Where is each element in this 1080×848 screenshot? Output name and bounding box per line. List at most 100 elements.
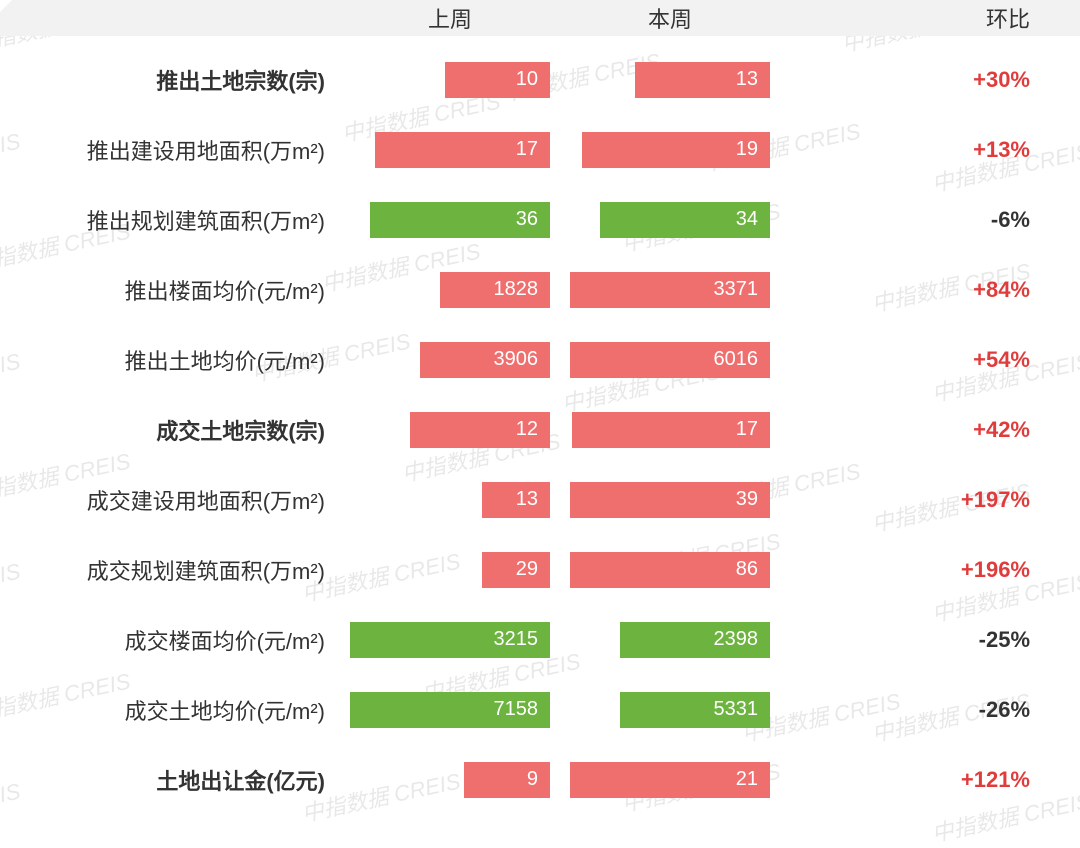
bar-cell-prev: 12	[350, 412, 550, 448]
metric-label: 推出楼面均价(元/m²)	[0, 274, 350, 306]
bar-value-prev: 29	[516, 558, 538, 581]
table-row: 推出规划建筑面积(万m²)3634-6%	[0, 176, 1080, 246]
bar-prev: 3906	[420, 342, 550, 378]
bar-curr: 34	[600, 202, 770, 238]
bar-curr: 19	[582, 132, 770, 168]
metric-label: 成交建设用地面积(万m²)	[0, 484, 350, 516]
bar-curr: 13	[635, 62, 770, 98]
bar-cell-prev: 7158	[350, 692, 550, 728]
table-row: 推出楼面均价(元/m²) 1828 3371 +84%	[0, 246, 1080, 316]
metric-label: 成交楼面均价(元/m²)	[0, 624, 350, 656]
bar-value-prev: 3215	[494, 628, 539, 651]
bar-value-prev: 3906	[494, 348, 539, 371]
bar-cell-curr: 6016	[570, 342, 770, 378]
bar-prev: 12	[410, 412, 550, 448]
bar-prev: 7158	[350, 692, 550, 728]
bar-value-curr: 5331	[714, 698, 759, 721]
change-value: -26%	[770, 697, 1080, 723]
bar-prev: 10	[445, 62, 550, 98]
bar-curr: 86	[570, 552, 770, 588]
table-header: 上周 本周 环比	[0, 0, 1080, 36]
bar-cell-prev: 3215	[350, 622, 550, 658]
table-row: 推出土地均价(元/m²) 3906 6016 +54%	[0, 316, 1080, 386]
metric-label: 成交土地宗数(宗)	[0, 414, 350, 446]
header-col-curr: 本周	[570, 0, 770, 36]
change-value: +196%	[770, 557, 1080, 583]
bar-cell-curr: 39	[570, 482, 770, 518]
data-table: 上周 本周 环比 推出土地宗数(宗)1013+30%推出建设用地面积(万m²)1…	[0, 0, 1080, 806]
bar-value-curr: 86	[736, 558, 758, 581]
bar-value-curr: 19	[736, 138, 758, 161]
bar-value-prev: 7158	[494, 698, 539, 721]
header-col-prev: 上周	[350, 0, 550, 36]
change-value: +197%	[770, 487, 1080, 513]
table-row: 成交楼面均价(元/m²) 3215 2398 -25%	[0, 596, 1080, 666]
bar-prev: 13	[482, 482, 550, 518]
bar-value-prev: 13	[516, 488, 538, 511]
change-value: -6%	[770, 207, 1080, 233]
table-row: 土地出让金(亿元) 9 21 +121%	[0, 736, 1080, 806]
header-spacer	[550, 0, 570, 36]
bar-curr: 5331	[620, 692, 770, 728]
bar-prev: 1828	[440, 272, 550, 308]
bar-value-curr: 17	[736, 418, 758, 441]
bar-value-curr: 6016	[714, 348, 759, 371]
bar-value-curr: 13	[736, 68, 758, 91]
metric-label: 成交规划建筑面积(万m²)	[0, 554, 350, 586]
bar-value-prev: 9	[527, 768, 538, 791]
bar-value-curr: 3371	[714, 278, 759, 301]
bar-cell-curr: 34	[570, 202, 770, 238]
bar-cell-prev: 29	[350, 552, 550, 588]
change-value: +84%	[770, 277, 1080, 303]
bar-cell-prev: 36	[350, 202, 550, 238]
change-value: +42%	[770, 417, 1080, 443]
bar-value-prev: 1828	[494, 278, 539, 301]
bar-cell-curr: 2398	[570, 622, 770, 658]
bar-cell-prev: 17	[350, 132, 550, 168]
table-row: 推出土地宗数(宗) 10 13 +30%	[0, 36, 1080, 106]
change-value: +121%	[770, 767, 1080, 793]
change-value: +13%	[770, 137, 1080, 163]
metric-label: 土地出让金(亿元)	[0, 764, 350, 796]
metric-label: 成交土地均价(元/m²)	[0, 694, 350, 726]
bar-value-curr: 39	[736, 488, 758, 511]
change-value: +30%	[770, 67, 1080, 93]
bar-curr: 2398	[620, 622, 770, 658]
bar-value-curr: 2398	[714, 628, 759, 651]
bar-curr: 6016	[570, 342, 770, 378]
change-value: -25%	[770, 627, 1080, 653]
bar-cell-curr: 5331	[570, 692, 770, 728]
bar-cell-curr: 21	[570, 762, 770, 798]
bar-value-prev: 17	[516, 138, 538, 161]
bar-prev: 17	[375, 132, 550, 168]
bar-curr: 21	[570, 762, 770, 798]
bar-cell-prev: 3906	[350, 342, 550, 378]
bar-cell-curr: 19	[570, 132, 770, 168]
bar-value-prev: 12	[516, 418, 538, 441]
table-row: 成交规划建筑面积(万m²) 29 86 +196%	[0, 526, 1080, 596]
header-col-change: 环比	[770, 0, 1080, 36]
bar-cell-curr: 3371	[570, 272, 770, 308]
bar-cell-curr: 86	[570, 552, 770, 588]
bar-prev: 9	[464, 762, 550, 798]
bar-curr: 17	[572, 412, 770, 448]
bar-cell-curr: 17	[570, 412, 770, 448]
bar-curr: 39	[570, 482, 770, 518]
bar-cell-prev: 9	[350, 762, 550, 798]
table-row: 成交土地宗数(宗) 12 17 +42%	[0, 386, 1080, 456]
bar-value-curr: 34	[736, 208, 758, 231]
bar-cell-prev: 1828	[350, 272, 550, 308]
bar-value-curr: 21	[736, 768, 758, 791]
bar-prev: 3215	[350, 622, 550, 658]
metric-label: 推出土地均价(元/m²)	[0, 344, 350, 376]
change-value: +54%	[770, 347, 1080, 373]
corner-decoration	[0, 0, 12, 12]
metric-label: 推出土地宗数(宗)	[0, 64, 350, 96]
bar-prev: 29	[482, 552, 550, 588]
bar-cell-curr: 13	[570, 62, 770, 98]
bar-cell-prev: 13	[350, 482, 550, 518]
table-row: 成交建设用地面积(万m²) 13 39 +197%	[0, 456, 1080, 526]
bar-value-prev: 36	[516, 208, 538, 231]
bar-value-prev: 10	[516, 68, 538, 91]
bar-curr: 3371	[570, 272, 770, 308]
